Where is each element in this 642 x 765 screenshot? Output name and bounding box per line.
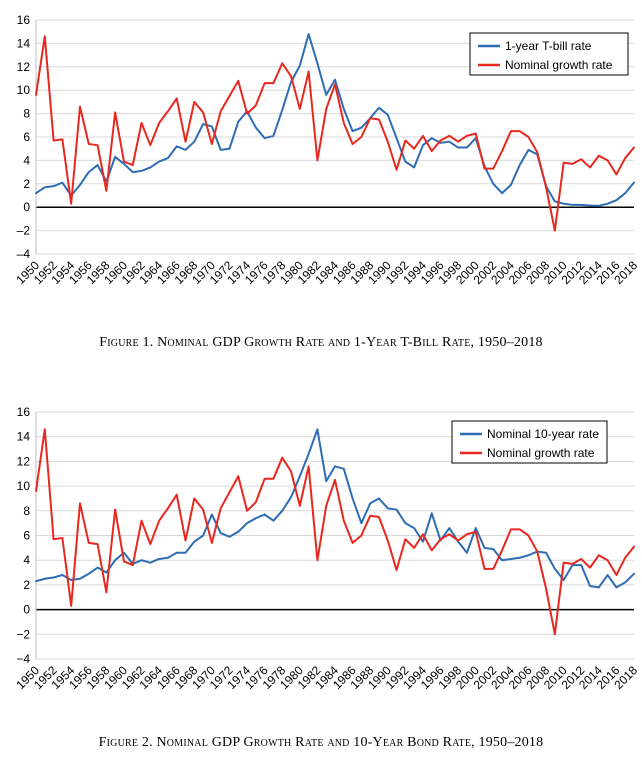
legend-label: 1-year T-bill rate	[505, 39, 592, 53]
y-tick-label: 14	[17, 36, 31, 50]
y-tick-label: –4	[17, 247, 31, 261]
figure-2-caption: Figure 2. Nominal GDP Growth Rate and 10…	[98, 735, 544, 750]
legend-box	[451, 420, 608, 464]
y-tick-label: −4	[16, 652, 30, 666]
y-tick-label: 2	[23, 177, 30, 191]
chart-2: 1614121086420−2−419501952195419561958196…	[13, 405, 640, 692]
y-tick-label: 2	[23, 578, 30, 592]
y-tick-label: 6	[23, 529, 30, 543]
y-tick-label: −2	[16, 627, 30, 641]
y-tick-label: –2	[17, 224, 31, 238]
y-tick-label: 0	[23, 200, 30, 214]
series-line-red	[35, 35, 635, 232]
y-tick-label: 10	[17, 83, 31, 97]
y-tick-label: 0	[23, 603, 30, 617]
legend-label: Nominal growth rate	[487, 446, 595, 460]
figure-1: 16 14 12 10 8 6 4 2 0 –2 –4 1950 1952 1954 1956 1958 196…	[0, 0, 642, 380]
y-tick-label: 10	[17, 479, 31, 493]
chart-1: 1614121086420–2–419501952195419561958196…	[13, 13, 640, 287]
y-tick-label: 14	[17, 430, 31, 444]
legend-box	[469, 32, 629, 76]
legend-label: Nominal growth rate	[505, 58, 613, 72]
y-tick-label: 4	[23, 153, 30, 167]
series-line-blue	[35, 428, 635, 589]
legend-label: Nominal 10-year rate	[487, 427, 599, 441]
y-tick-label: 4	[23, 553, 30, 567]
y-tick-label: 8	[23, 107, 30, 121]
figure-2: 16 14 12 10 8 6 4 2 0 −2 −4 1950 1952 1954 1956 1958 196…	[0, 390, 642, 765]
y-tick-label: 16	[17, 13, 31, 27]
y-tick-label: 12	[17, 60, 31, 74]
series-line-blue	[35, 33, 635, 207]
y-tick-label: 8	[23, 504, 30, 518]
y-tick-label: 12	[17, 454, 31, 468]
series-line-red	[35, 428, 635, 636]
y-tick-label: 6	[23, 130, 30, 144]
y-tick-label: 16	[17, 405, 31, 419]
figure-1-caption: Figure 1. Nominal GDP Growth Rate and 1-…	[99, 335, 543, 350]
